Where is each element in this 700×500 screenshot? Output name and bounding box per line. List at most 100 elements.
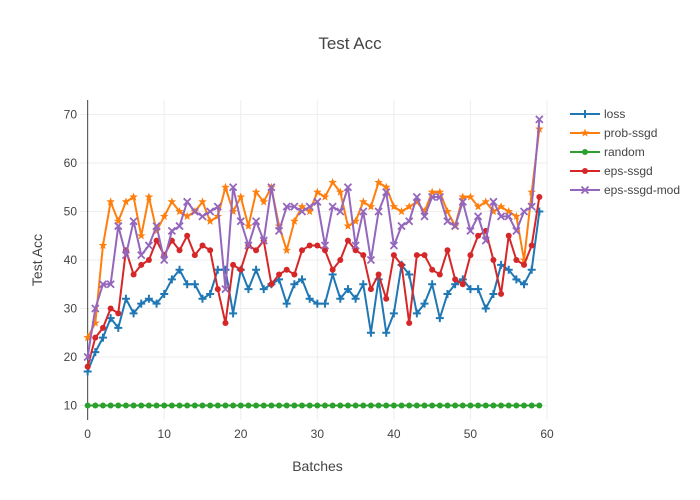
data-point	[245, 402, 252, 409]
data-point	[374, 207, 383, 216]
data-point	[535, 207, 544, 216]
data-point	[329, 402, 336, 409]
data-point	[527, 202, 536, 211]
data-point	[306, 242, 313, 249]
data-point	[505, 402, 512, 409]
data-point	[397, 221, 406, 231]
data-point	[404, 202, 414, 211]
data-point	[459, 281, 466, 288]
legend-label: eps-ssgd	[604, 164, 653, 178]
data-point	[504, 212, 513, 221]
data-point	[420, 299, 429, 308]
legend-label: random	[604, 145, 645, 159]
data-point	[321, 402, 328, 409]
data-point	[382, 187, 391, 197]
data-point	[138, 402, 145, 409]
data-point	[528, 402, 535, 409]
data-point	[190, 207, 199, 216]
data-point	[299, 402, 306, 409]
data-point	[268, 402, 275, 409]
data-point	[580, 128, 590, 137]
data-point	[390, 402, 397, 409]
data-point	[475, 402, 482, 409]
data-point	[452, 276, 459, 283]
data-point	[221, 182, 230, 191]
data-point	[83, 367, 92, 376]
data-point	[313, 197, 322, 206]
data-point	[320, 241, 330, 250]
data-point	[184, 232, 191, 239]
data-point	[481, 304, 490, 313]
legend-label: loss	[604, 107, 625, 121]
data-point	[291, 402, 298, 409]
data-point	[253, 402, 260, 409]
data-point	[320, 299, 329, 308]
data-point	[489, 289, 498, 298]
data-point	[452, 402, 459, 409]
data-point	[106, 314, 115, 323]
data-point	[466, 226, 475, 236]
data-point	[328, 202, 337, 211]
data-point	[259, 285, 268, 294]
data-point	[244, 221, 253, 230]
data-point	[435, 187, 445, 196]
data-point	[328, 270, 337, 279]
x-tick-label: 30	[311, 427, 325, 441]
data-point	[306, 402, 313, 409]
data-point	[282, 245, 291, 254]
data-point	[473, 212, 483, 221]
y-tick-label: 60	[64, 156, 78, 170]
data-point	[513, 402, 520, 409]
data-point	[283, 402, 290, 409]
x-tick-label: 40	[387, 427, 401, 441]
data-point	[115, 310, 122, 317]
data-point	[421, 252, 428, 259]
data-point	[290, 216, 299, 225]
data-point	[144, 192, 154, 201]
data-point	[282, 299, 291, 308]
data-point	[305, 294, 314, 303]
x-tick-label: 10	[158, 427, 172, 441]
data-point	[130, 271, 137, 278]
data-point	[268, 281, 275, 288]
data-point	[282, 202, 291, 211]
data-point	[389, 309, 398, 318]
data-point	[490, 257, 497, 263]
data-point	[398, 261, 405, 268]
data-point	[474, 285, 483, 294]
data-point	[527, 187, 536, 196]
data-point	[582, 168, 588, 174]
data-point	[375, 271, 382, 278]
data-point	[91, 318, 100, 327]
data-point	[221, 265, 230, 274]
data-point	[207, 247, 214, 254]
data-point	[115, 402, 122, 409]
data-point	[175, 207, 184, 216]
data-point	[443, 207, 452, 216]
data-point	[444, 247, 451, 254]
data-point	[374, 275, 383, 284]
data-point	[298, 275, 307, 284]
data-point	[497, 260, 506, 269]
data-point	[237, 266, 244, 273]
data-point	[213, 265, 222, 274]
data-point	[381, 182, 391, 191]
data-point	[207, 402, 214, 409]
data-point	[159, 211, 169, 220]
data-point	[328, 177, 337, 187]
data-point	[175, 221, 184, 231]
data-point	[297, 202, 307, 211]
data-point	[106, 280, 115, 289]
data-point	[481, 236, 490, 245]
data-point	[190, 280, 199, 289]
data-point	[83, 352, 92, 362]
data-point	[91, 348, 100, 357]
data-point	[520, 280, 529, 289]
data-point	[397, 207, 406, 216]
data-point	[382, 328, 391, 337]
data-point	[121, 197, 131, 206]
data-point	[222, 320, 229, 327]
data-point	[260, 402, 267, 409]
series-random	[84, 402, 543, 409]
data-point	[398, 402, 405, 409]
